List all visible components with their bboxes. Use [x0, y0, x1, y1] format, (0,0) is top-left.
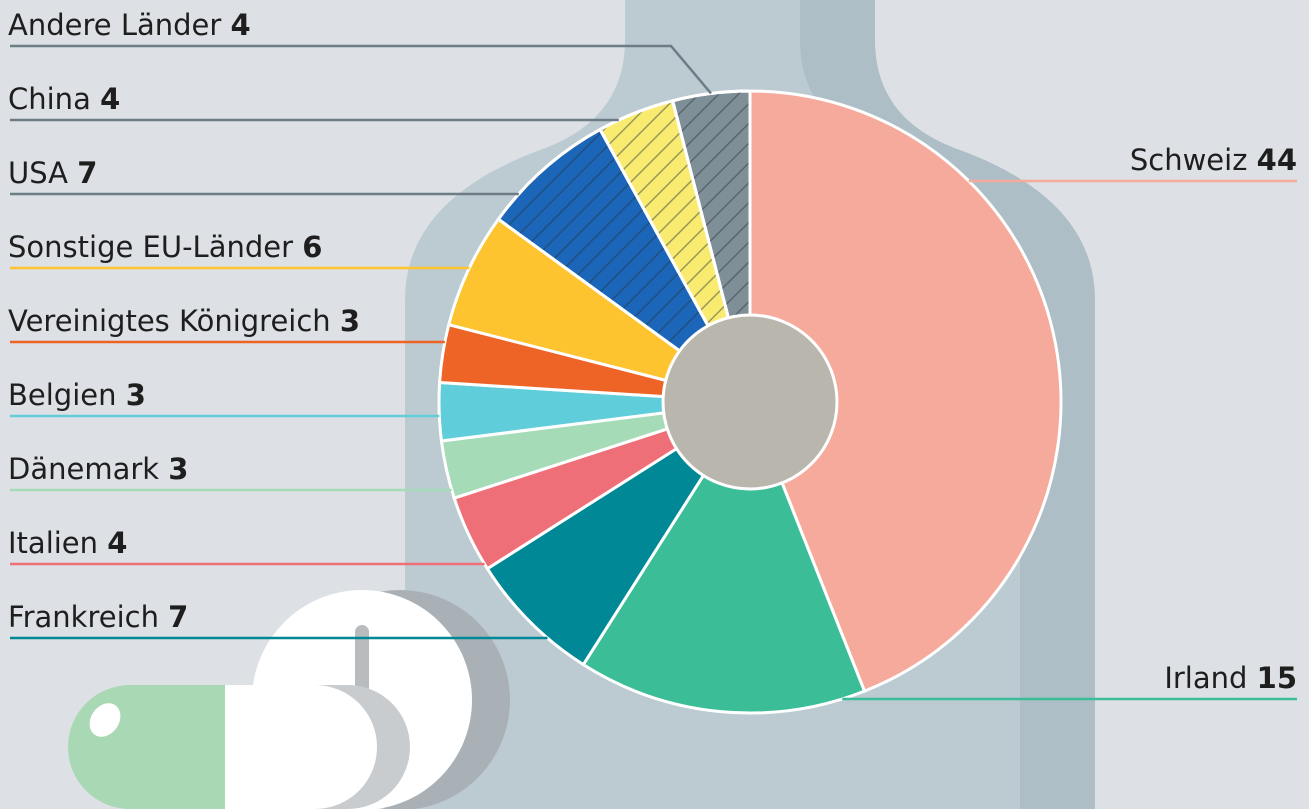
slice-label: Vereinigtes Königreich 3 [8, 304, 360, 338]
chart: Schweiz 44Irland 15Andere Länder 4China … [0, 0, 1309, 809]
category-name: Vereinigtes Königreich [8, 304, 331, 338]
category-name: Irland [1164, 661, 1247, 695]
value-label: 44 [1257, 143, 1297, 177]
slice-label: Italien 4 [8, 526, 127, 560]
value-label: 3 [126, 378, 146, 412]
center-hole [663, 315, 837, 489]
slice-label: Frankreich 7 [8, 600, 188, 634]
category-name: USA [8, 156, 68, 190]
value-label: 3 [168, 452, 188, 486]
category-name: Schweiz [1130, 143, 1248, 177]
value-label: 3 [340, 304, 360, 338]
value-label: 4 [107, 526, 127, 560]
slice-label: Irland 15 [1164, 661, 1297, 695]
category-name: Italien [8, 526, 98, 560]
slice-label: Belgien 3 [8, 378, 146, 412]
category-name: China [8, 82, 91, 116]
slice-label: China 4 [8, 82, 120, 116]
slice-label: Schweiz 44 [1130, 143, 1297, 177]
category-name: Belgien [8, 378, 116, 412]
category-name: Frankreich [8, 600, 159, 634]
slice-label: USA 7 [8, 156, 97, 190]
value-label: 7 [77, 156, 97, 190]
category-name: Sonstige EU-Länder [8, 230, 293, 264]
value-label: 4 [100, 82, 120, 116]
category-name: Andere Länder [8, 8, 221, 42]
slice-label: Dänemark 3 [8, 452, 188, 486]
slice-label: Andere Länder 4 [8, 8, 251, 42]
slice-label: Sonstige EU-Länder 6 [8, 230, 322, 264]
value-label: 7 [168, 600, 188, 634]
value-label: 15 [1257, 661, 1297, 695]
value-label: 6 [302, 230, 322, 264]
value-label: 4 [231, 8, 251, 42]
category-name: Dänemark [8, 452, 159, 486]
